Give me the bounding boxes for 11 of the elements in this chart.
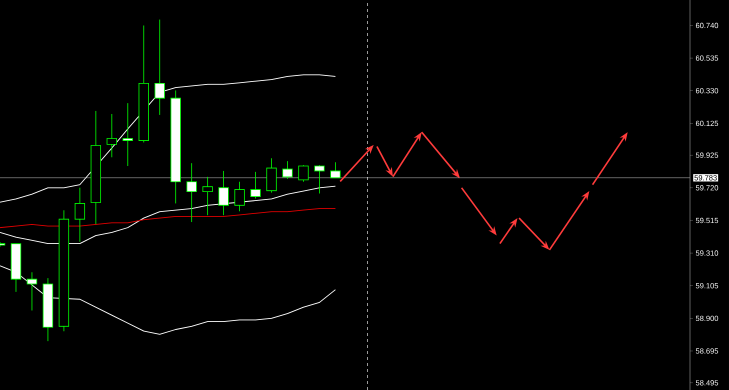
line-series <box>0 74 336 203</box>
candlestick <box>122 102 133 166</box>
candlestick <box>106 114 118 158</box>
candlestick <box>266 158 277 193</box>
candlestick <box>330 162 341 178</box>
candlestick <box>234 181 245 212</box>
candlestick <box>26 272 38 311</box>
candlestick <box>298 164 309 182</box>
candlestick <box>282 160 293 180</box>
candlestick <box>202 176 213 216</box>
candlestick <box>74 187 86 242</box>
